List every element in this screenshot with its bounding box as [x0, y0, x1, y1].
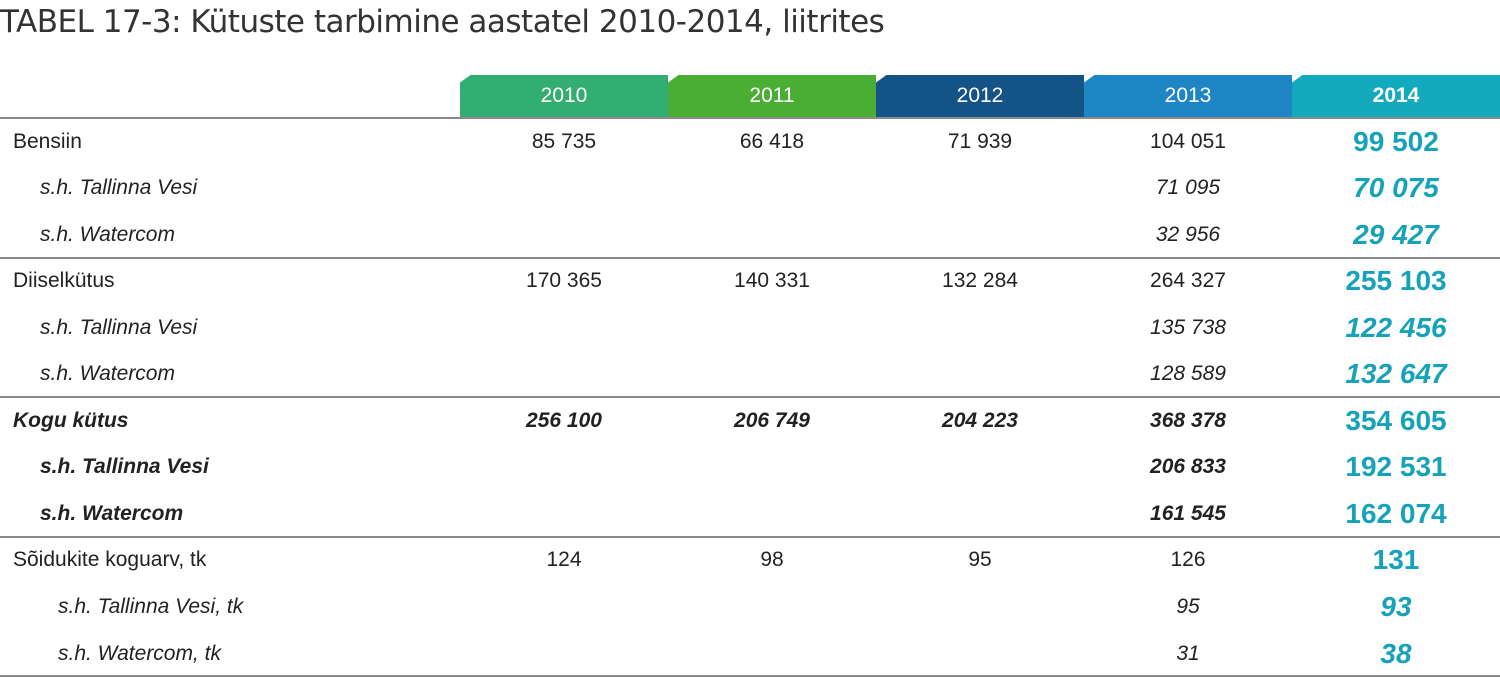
table-row: s.h. Watercom, tk 31 38 — [0, 631, 1500, 677]
table-row: s.h. Watercom 128 589 132 647 — [0, 351, 1500, 397]
cell-2013: 31 — [1176, 642, 1200, 665]
row-label: Bensiin — [13, 130, 82, 153]
cell-2013: 126 — [1170, 548, 1206, 571]
cell-2013: 128 589 — [1150, 362, 1226, 385]
cell-2013: 95 — [1176, 595, 1200, 618]
row-label: s.h. Watercom — [40, 223, 175, 246]
row-label: s.h. Tallinna Vesi — [40, 455, 209, 478]
cell-2014: 131 — [1372, 544, 1420, 575]
cell-2013: 368 378 — [1150, 409, 1226, 432]
cell-2013: 104 051 — [1150, 130, 1226, 153]
cell-2013: 161 545 — [1150, 502, 1226, 525]
cell-2014: 162 074 — [1345, 498, 1447, 529]
cell-2014: 99 502 — [1353, 126, 1439, 157]
cell-2014: 122 456 — [1345, 312, 1447, 343]
row-label: s.h. Tallinna Vesi, tk — [58, 595, 244, 618]
row-label: Diiselkütus — [13, 269, 115, 292]
header-2011: 2011 — [668, 75, 876, 117]
table-bottom-rule — [0, 675, 1500, 677]
row-label: s.h. Watercom, tk — [58, 642, 221, 665]
cell-2012: 95 — [968, 548, 992, 571]
row-label: s.h. Watercom — [40, 362, 175, 385]
year-header: 2010 2011 2012 2013 2014 — [0, 75, 1500, 117]
cell-2011: 140 331 — [734, 269, 810, 292]
table-row: s.h. Watercom 32 956 29 427 — [0, 212, 1500, 258]
table-title: TABEL 17-3: Kütuste tarbimine aastatel 2… — [0, 4, 885, 40]
cell-2011: 206 749 — [734, 409, 810, 432]
cell-2014: 192 531 — [1345, 451, 1447, 482]
header-2010: 2010 — [460, 75, 668, 117]
header-2014: 2014 — [1292, 75, 1500, 117]
cell-2010: 256 100 — [526, 409, 602, 432]
cell-2013: 71 095 — [1155, 176, 1221, 199]
cell-2011: 98 — [760, 548, 784, 571]
cell-2010: 170 365 — [526, 269, 602, 292]
cell-2014: 70 075 — [1353, 172, 1439, 203]
table-row: Diiselkütus 170 365 140 331 132 284 264 … — [0, 258, 1500, 304]
cell-2013: 264 327 — [1150, 269, 1226, 292]
table-row: s.h. Watercom 161 545 162 074 — [0, 491, 1500, 537]
table-row: Sõidukite koguarv, tk 124 98 95 126 131 — [0, 537, 1500, 583]
table-row: s.h. Tallinna Vesi, tk 95 93 — [0, 584, 1500, 630]
cell-2014: 255 103 — [1345, 265, 1447, 296]
header-2012: 2012 — [876, 75, 1084, 117]
row-label: Sõidukite koguarv, tk — [13, 548, 207, 571]
cell-2011: 66 418 — [739, 130, 805, 153]
cell-2013: 135 738 — [1150, 316, 1226, 339]
cell-2012: 204 223 — [942, 409, 1018, 432]
group-divider — [0, 396, 1500, 398]
row-label: s.h. Tallinna Vesi — [40, 176, 198, 199]
cell-2012: 71 939 — [947, 130, 1013, 153]
group-divider — [0, 257, 1500, 259]
header-2013: 2013 — [1084, 75, 1292, 117]
cell-2014: 93 — [1380, 591, 1412, 622]
table-row: s.h. Tallinna Vesi 71 095 70 075 — [0, 165, 1500, 211]
cell-2014: 132 647 — [1345, 358, 1447, 389]
cell-2012: 132 284 — [942, 269, 1018, 292]
table-row: s.h. Tallinna Vesi 206 833 192 531 — [0, 444, 1500, 490]
header-divider — [0, 117, 1500, 119]
row-label: Kogu kütus — [13, 409, 129, 432]
table-row: Kogu kütus 256 100 206 749 204 223 368 3… — [0, 398, 1500, 444]
group-divider — [0, 536, 1500, 538]
cell-2014: 38 — [1380, 638, 1412, 669]
cell-2014: 354 605 — [1345, 405, 1447, 436]
cell-2013: 206 833 — [1150, 455, 1226, 478]
row-label: s.h. Watercom — [40, 502, 184, 525]
cell-2013: 32 956 — [1155, 223, 1221, 246]
cell-2014: 29 427 — [1353, 219, 1439, 250]
row-label: s.h. Tallinna Vesi — [40, 316, 198, 339]
cell-2010: 85 735 — [531, 130, 597, 153]
table-row: s.h. Tallinna Vesi 135 738 122 456 — [0, 305, 1500, 351]
table-row: Bensiin 85 735 66 418 71 939 104 051 99 … — [0, 119, 1500, 165]
cell-2010: 124 — [546, 548, 582, 571]
